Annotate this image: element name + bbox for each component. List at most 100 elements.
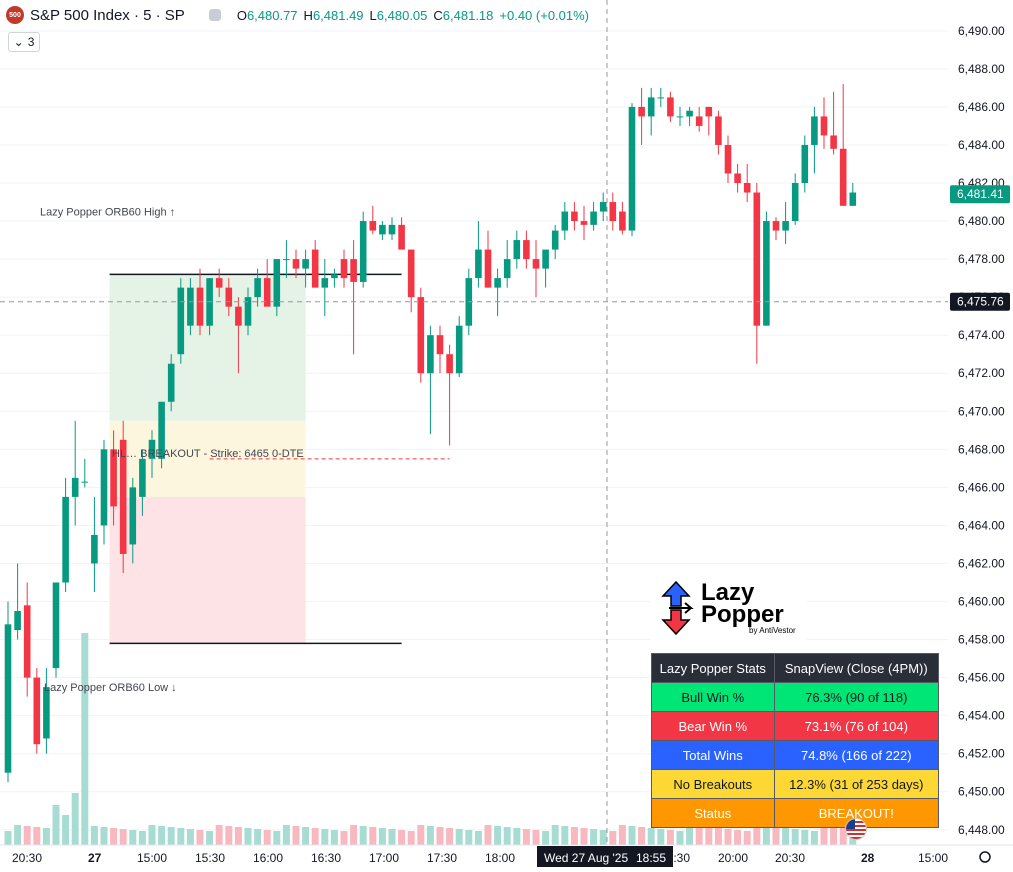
candle-body (446, 354, 453, 374)
volume-bar (186, 829, 194, 845)
lazy-popper-stats-table: Lazy Popper Stats SnapView (Close (4PM))… (651, 653, 940, 828)
ohlc-readout: O6,480.77 H6,481.49 L6,480.05 C6,481.18 … (237, 8, 589, 23)
orb-high-label: Lazy Popper ORB60 High ↑ (40, 207, 175, 219)
volume-bar (618, 825, 626, 845)
candle (695, 106, 703, 132)
candle (311, 240, 319, 288)
volume-bar (302, 827, 310, 845)
candle (609, 192, 617, 231)
candle-body (196, 287, 204, 326)
stats-row-no-breakouts: No Breakouts 12.3% (31 of 253 days) (651, 769, 940, 799)
volume-bar (657, 829, 665, 845)
volume-bar (206, 831, 214, 845)
candle (532, 240, 540, 298)
brand-name-line2: Popper (701, 600, 784, 628)
candle-body (561, 211, 569, 231)
candle-body (43, 687, 50, 739)
candle-body (254, 278, 261, 298)
candle-body (139, 458, 146, 497)
candle (119, 420, 127, 573)
candle (791, 173, 799, 225)
price-tick-label: 6,490.00 (958, 24, 1005, 38)
price-tick-label: 6,464.00 (958, 518, 1005, 532)
symbol-logo: 500 (6, 6, 24, 24)
volume-bar (446, 828, 454, 845)
candle-body (647, 97, 655, 117)
volume-bar (734, 830, 742, 845)
volume-bar (234, 827, 242, 845)
volume-bar (714, 828, 722, 845)
indicators-toggle-button[interactable]: ⌄ 3 (8, 32, 40, 52)
volume-bar (686, 825, 694, 845)
candle-body (302, 259, 309, 269)
change-value: +0.40 (+0.01%) (499, 7, 590, 23)
candle (62, 477, 69, 592)
candle-body (388, 224, 396, 235)
candle (849, 183, 857, 206)
volume-bar (695, 826, 703, 845)
volume-bar (71, 793, 79, 845)
candle (494, 268, 501, 317)
volume-bar (839, 827, 847, 845)
candle (148, 430, 156, 478)
candle (43, 668, 50, 754)
chart-header: 500 S&P 500 Index · 5 · SP O6,480.77 H6,… (0, 0, 589, 30)
symbol-title[interactable]: S&P 500 Index · 5 · SP (30, 6, 185, 24)
candle (830, 91, 837, 155)
candle-body (177, 287, 185, 355)
candle-body (379, 224, 386, 235)
market-status-icon[interactable] (208, 9, 221, 21)
volume-bar (321, 829, 329, 845)
price-tick-label: 6,468.00 (958, 442, 1005, 456)
candle (667, 91, 674, 123)
candle-body (791, 183, 799, 222)
candle-body (158, 401, 165, 459)
candle-body (839, 148, 847, 206)
candle-body (187, 287, 194, 326)
volume-bar (753, 825, 761, 845)
candle-body (110, 449, 117, 507)
price-tick-label: 6,454.00 (958, 709, 1005, 723)
volume-bar (628, 826, 636, 845)
candle (446, 344, 453, 446)
up-down-arrow-icon (661, 580, 694, 636)
candle (743, 163, 751, 203)
candle-body (484, 249, 492, 288)
candle-body (542, 249, 549, 269)
volume-bar (436, 827, 444, 845)
candle-body (801, 144, 809, 184)
candle (187, 278, 194, 336)
candle-body (407, 249, 415, 298)
candle-body (71, 477, 79, 497)
time-tick-label: 18:00 (485, 851, 515, 865)
settings-gear-icon[interactable] (979, 851, 991, 863)
volume-bar (590, 829, 598, 845)
price-tick-label: 6,484.00 (958, 138, 1005, 152)
candle (763, 211, 770, 326)
volume-bar (494, 826, 502, 845)
volume-bar (225, 826, 233, 845)
volume-bar (177, 828, 185, 845)
candle (436, 325, 444, 374)
stats-row-bear: Bear Win % 73.1% (76 of 104) (651, 711, 940, 741)
candle (590, 202, 597, 231)
low-label: L (369, 7, 377, 23)
volume-bar (215, 825, 223, 845)
candle (724, 135, 732, 184)
candle-body (753, 192, 761, 326)
candle-body (551, 230, 559, 250)
stats-label: Status (651, 798, 775, 828)
candle (235, 297, 242, 374)
us-flag-icon[interactable] (845, 818, 867, 840)
candle (129, 477, 137, 564)
candle (734, 163, 741, 193)
price-tick-label: 6,460.00 (958, 595, 1005, 609)
price-tick-label: 6,488.00 (958, 62, 1005, 76)
volume-bar (378, 828, 386, 845)
volume-bar (340, 831, 348, 845)
candle (455, 316, 463, 378)
low-value: 6,480.05 (376, 7, 428, 23)
volume-bar (474, 831, 482, 845)
volume-bar (407, 831, 415, 845)
volume-bar (561, 826, 569, 845)
